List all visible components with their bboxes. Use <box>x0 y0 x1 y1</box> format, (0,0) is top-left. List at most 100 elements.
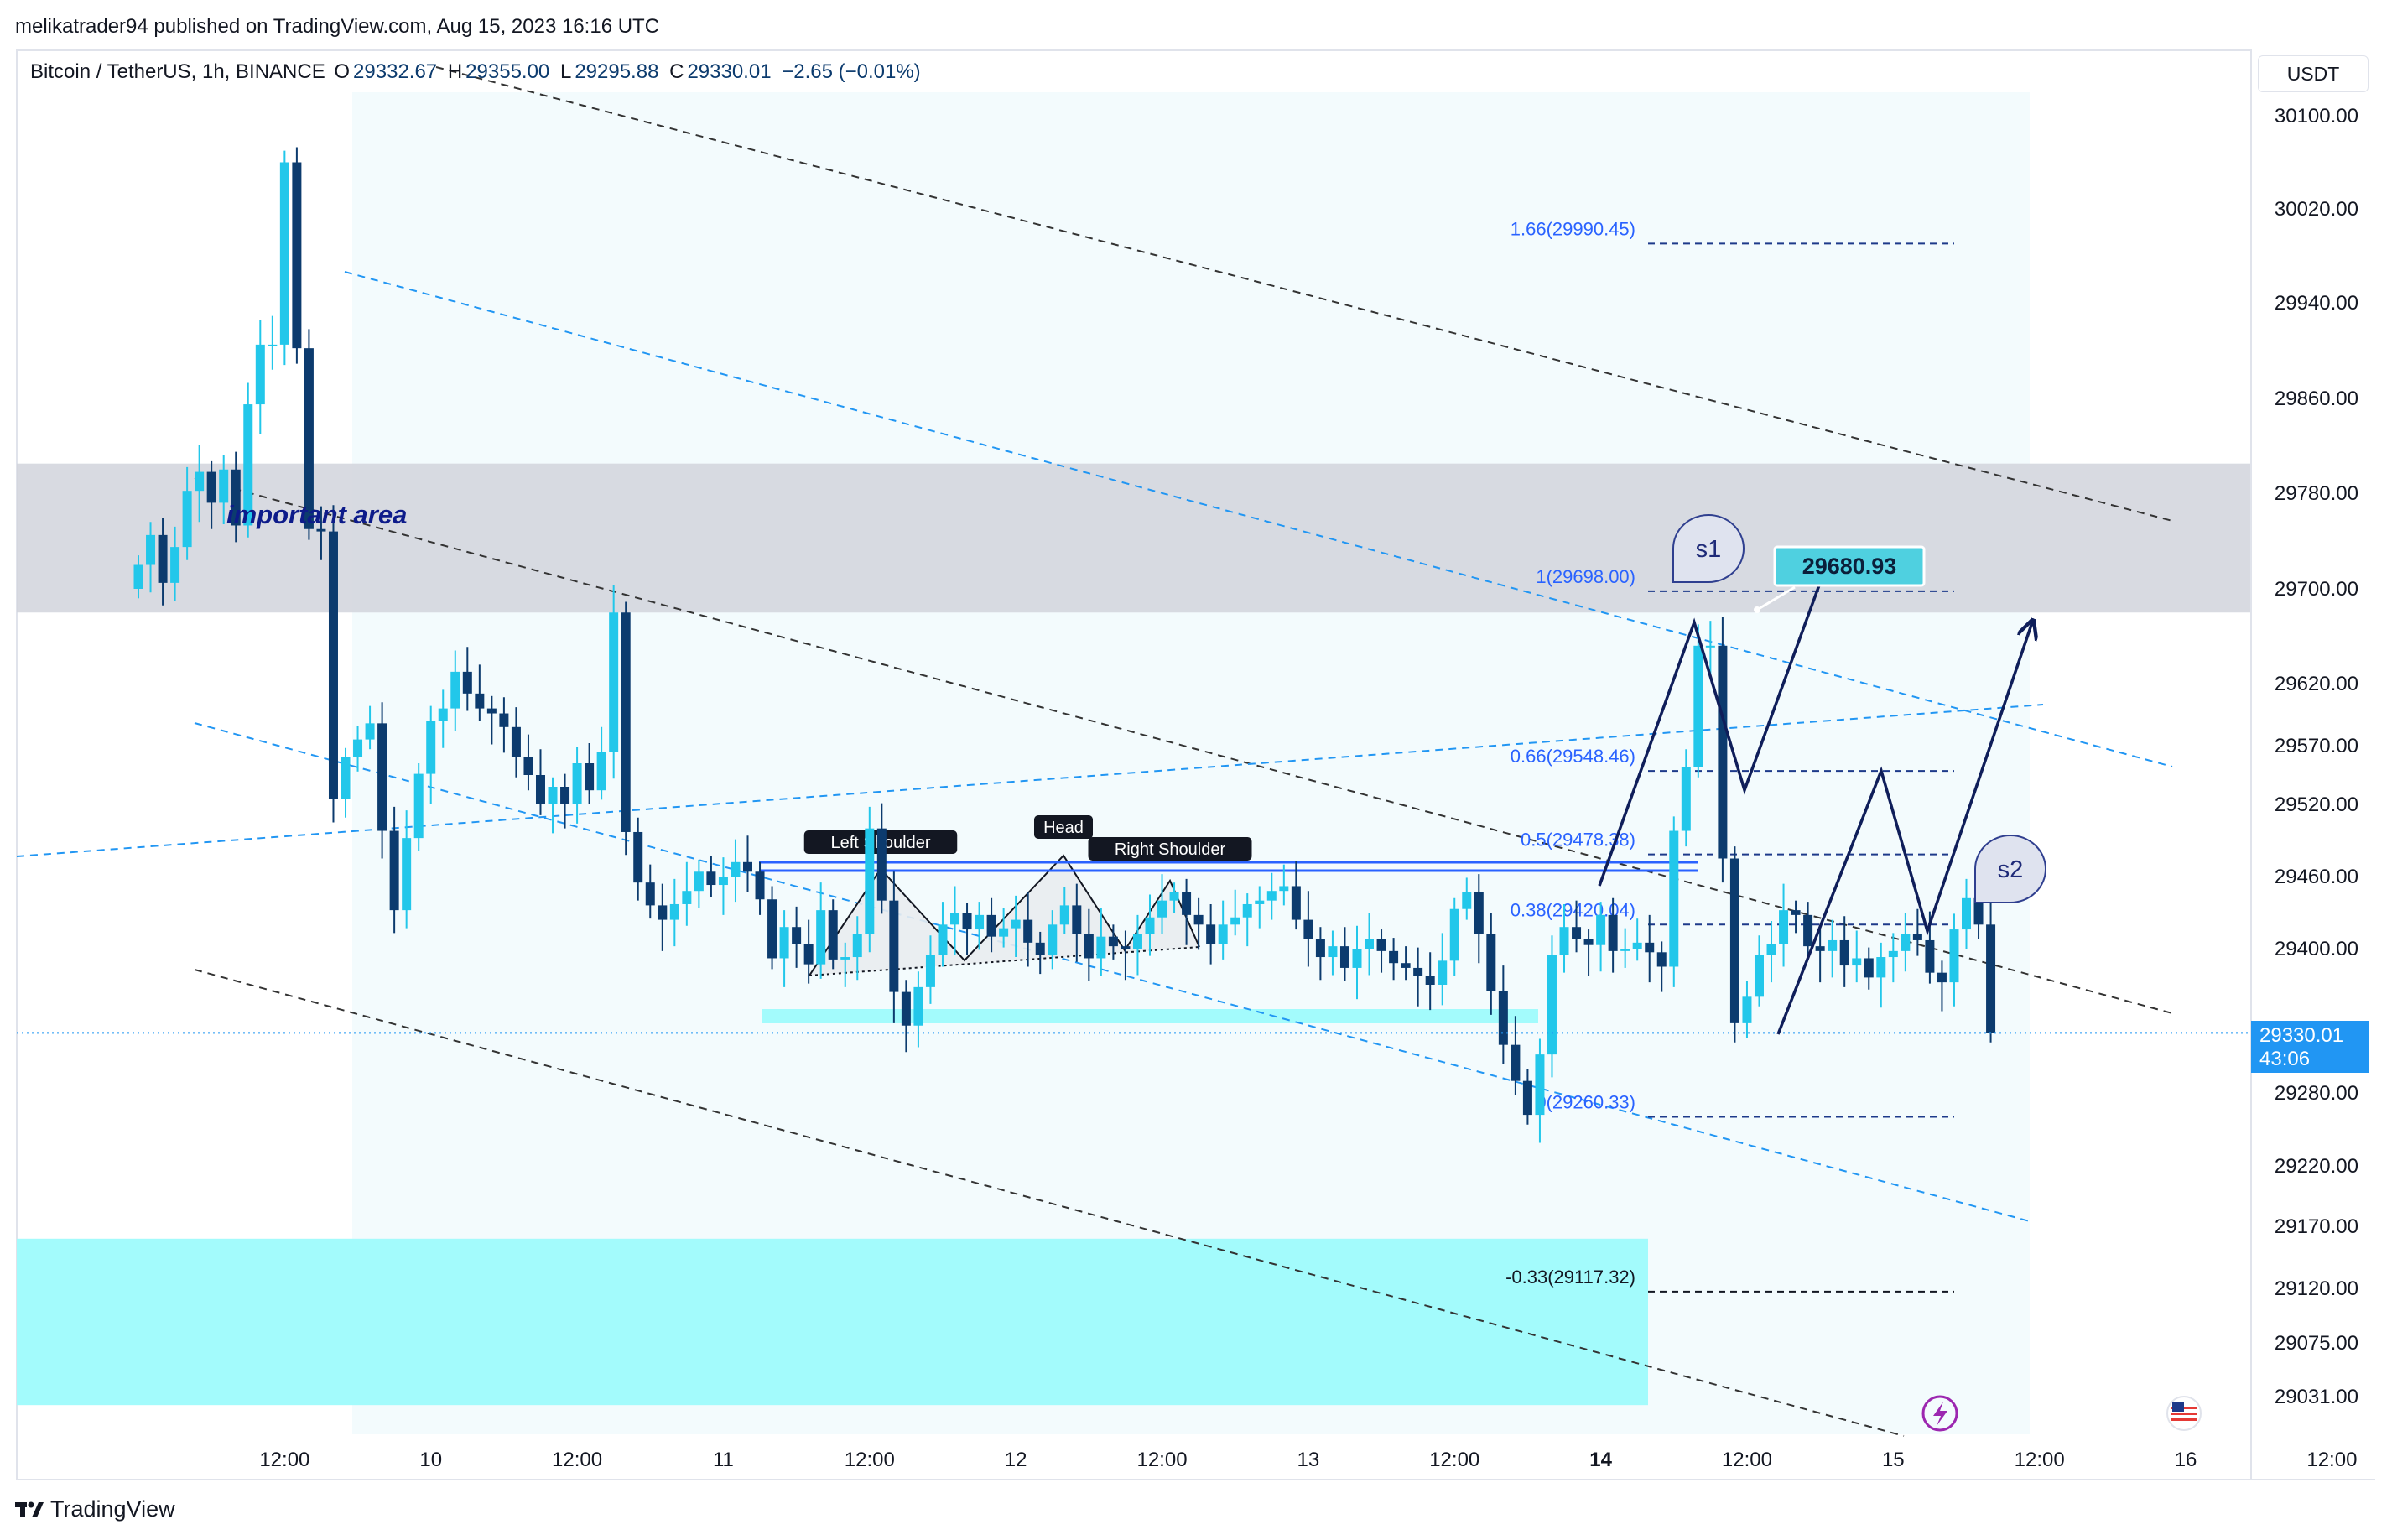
price-tick-15: 29075.00 <box>2275 1332 2358 1355</box>
pattern-label-right-shoulder: Right Shoulder <box>1088 837 1252 861</box>
trend-channels <box>16 66 2176 1437</box>
candle-body-121 <box>1608 914 1618 951</box>
time-tick-10: 12:00 <box>1722 1449 1772 1471</box>
target-callout-anchor <box>1754 606 1760 613</box>
candle-body-105 <box>1413 967 1423 976</box>
candle-body-76 <box>1059 905 1069 925</box>
candle-body-138 <box>1815 946 1825 951</box>
candle-body-21 <box>389 830 399 911</box>
candle-body-69 <box>975 914 985 930</box>
candle-body-48 <box>718 877 728 886</box>
scenario-label-s2-text: s2 <box>1998 856 2024 883</box>
candle-body-30 <box>499 713 509 727</box>
chart-labels: important area 29680.93 s1 s2 <box>226 500 2046 903</box>
candle-body-43 <box>658 905 668 920</box>
candle-body-6 <box>206 471 216 503</box>
candle-body-124 <box>1645 942 1655 953</box>
candle-body-37 <box>585 763 595 791</box>
currency-button[interactable]: USDT <box>2258 55 2369 92</box>
candle-body-142 <box>1864 958 1874 978</box>
neckline-support-zone <box>762 1009 1538 1023</box>
candle-body-141 <box>1852 958 1862 966</box>
time-tick-0: 12:00 <box>259 1449 309 1471</box>
candle-body-88 <box>1206 924 1216 944</box>
candle-body-120 <box>1596 914 1606 945</box>
price-tick-14: 29120.00 <box>2275 1277 2358 1300</box>
time-tick-11: 15 <box>1882 1449 1905 1471</box>
open-label: O <box>334 60 351 83</box>
time-tick-12: 12:00 <box>2015 1449 2065 1471</box>
high-label: H <box>447 60 463 83</box>
candle-body-40 <box>621 612 631 832</box>
publisher-line: melikatrader94 published on TradingView.… <box>15 15 660 38</box>
candle-body-87 <box>1193 914 1204 925</box>
candle-body-98 <box>1328 946 1338 958</box>
low-value: 29295.88 <box>575 60 659 83</box>
high-value: 29355.00 <box>465 60 550 83</box>
candle-body-133 <box>1754 955 1764 997</box>
candle-body-2 <box>158 534 168 583</box>
time-tick-5: 12 <box>1005 1449 1027 1471</box>
candle-body-24 <box>426 721 436 774</box>
low-label: L <box>559 60 572 83</box>
pattern-label-right-shoulder-bg <box>1088 837 1252 861</box>
candle-body-104 <box>1401 963 1411 968</box>
candle-body-3 <box>170 547 180 583</box>
price-tick-12: 29220.00 <box>2275 1155 2358 1178</box>
projection-paths <box>1598 582 2032 1035</box>
channel-lower-line <box>194 969 1905 1437</box>
candle-body-27 <box>462 671 472 694</box>
candle-countdown: 43:06 <box>2259 1048 2311 1070</box>
time-axis[interactable]: 12:00 10 12:00 11 12:00 12 12:00 13 12:00 14 12:00… <box>259 1449 2357 1471</box>
candle-body-75 <box>1048 924 1058 955</box>
candle-body-29 <box>486 708 497 714</box>
candle-body-33 <box>535 775 545 804</box>
candle-body-12 <box>279 162 289 345</box>
candle-body-26 <box>450 671 460 709</box>
candle-body-91 <box>1242 903 1252 918</box>
fib-extension: 1.66(29990.45) 1(29698.00) 0.66(29548.46) 0… <box>1505 218 1954 1293</box>
candle-body-99 <box>1339 946 1349 968</box>
scenario-label-s2-bubble <box>1974 835 2046 903</box>
price-axis[interactable]: 30100.00 30020.00 29940.00 29860.00 29780.00… <box>2275 105 2358 1408</box>
price-tick-10: 29400.00 <box>2275 938 2358 960</box>
symbol-name[interactable]: Bitcoin / TetherUS, 1h, BINANCE <box>30 60 325 83</box>
channel-upper-line <box>435 66 2176 523</box>
fib-label-6: -0.33(29117.32) <box>1505 1267 1635 1288</box>
tradingview-footer[interactable]: TradingView <box>15 1496 175 1522</box>
time-tick-2: 12:00 <box>552 1449 602 1471</box>
candle-body-32 <box>523 757 533 775</box>
pattern-label-head: Head <box>1034 815 1093 839</box>
candle-body-31 <box>511 726 521 757</box>
price-tick-3: 29860.00 <box>2275 388 2358 410</box>
price-tick-5: 29700.00 <box>2275 578 2358 601</box>
candle-body-50 <box>743 861 752 872</box>
target-callout-pointer <box>1756 585 1796 611</box>
us-flag-icon[interactable] <box>2166 1396 2202 1431</box>
price-tick-13: 29170.00 <box>2275 1215 2358 1238</box>
candle-body-110 <box>1474 892 1484 934</box>
candle-body-144 <box>1888 950 1898 958</box>
pattern-label-head-bg <box>1034 815 1093 839</box>
fib-label-1: 1(29698.00) <box>1536 566 1635 587</box>
candle-body-107 <box>1438 960 1448 985</box>
candle-body-22 <box>402 838 412 911</box>
candle-body-119 <box>1583 939 1594 945</box>
candle-body-109 <box>1462 892 1472 909</box>
scenario-label-s1-bubble <box>1672 514 1745 583</box>
scenario-label-s1: s1 <box>1672 514 1745 583</box>
candle-body-4 <box>182 491 192 548</box>
candle-body-143 <box>1876 957 1886 978</box>
candle-body-136 <box>1791 910 1801 915</box>
candle-body-15 <box>316 528 326 532</box>
price-tick-8: 29520.00 <box>2275 793 2358 816</box>
candle-body-62 <box>889 900 899 992</box>
close-value: 29330.01 <box>687 60 772 83</box>
candle-body-0 <box>133 564 143 589</box>
candle-body-83 <box>1145 917 1155 934</box>
candle-body-93 <box>1266 891 1277 901</box>
bolt-icon[interactable] <box>1921 1395 1958 1432</box>
candle-body-101 <box>1365 939 1375 949</box>
time-tick-6: 12:00 <box>1136 1449 1187 1471</box>
